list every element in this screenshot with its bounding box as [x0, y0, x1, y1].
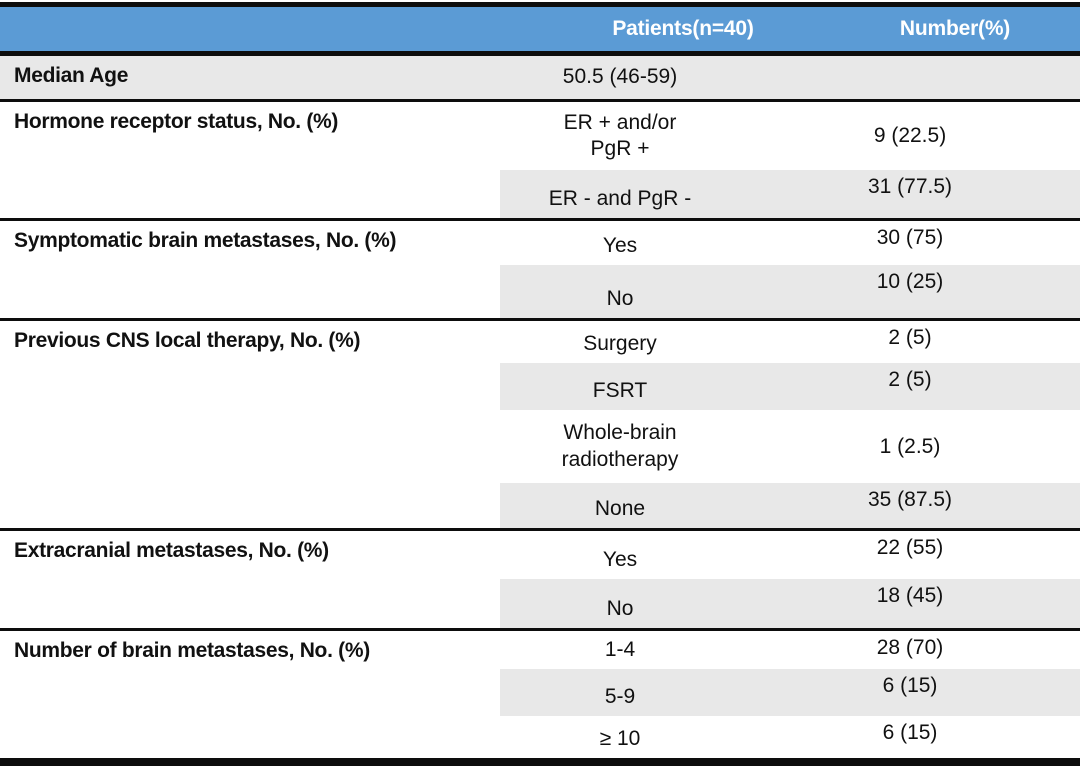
value-cell: None	[594, 496, 646, 520]
table-top-border	[0, 2, 1080, 7]
value-cell: No	[606, 596, 634, 620]
number-cell: 2 (5)	[888, 368, 932, 391]
table-row: Surgery 2 (5)	[500, 321, 1080, 363]
category-label: Previous CNS local therapy, No. (%)	[14, 329, 361, 352]
value-cell: Surgery	[583, 331, 657, 355]
section-rows: Surgery 2 (5) FSRT 2 (5) Whole-brain rad…	[500, 321, 1080, 528]
table-row: ≥ 10 6 (15)	[500, 716, 1080, 758]
table-row: 5-9 6 (15)	[500, 669, 1080, 716]
table-row: ER - and PgR - 31 (77.5)	[500, 170, 1080, 218]
category-label: Number of brain metastases, No. (%)	[14, 639, 370, 662]
section-rows: 1-4 28 (70) 5-9 6 (15) ≥ 10 6 (15)	[500, 631, 1080, 758]
table-row: Whole-brain radiotherapy 1 (2.5)	[500, 410, 1080, 483]
category-cell: Extracranial metastases, No. (%)	[0, 531, 500, 628]
value-cell: 50.5 (46-59)	[562, 65, 678, 89]
value-cell: FSRT	[592, 378, 648, 402]
section-hormone-receptor: Hormone receptor status, No. (%) ER + an…	[0, 102, 1080, 221]
table-header-row: Patients(n=40) Number(%)	[0, 7, 1080, 51]
number-cell: 18 (45)	[876, 584, 944, 607]
section-extracranial-metastases: Extracranial metastases, No. (%) Yes 22 …	[0, 531, 1080, 631]
top-margin	[0, 0, 1080, 2]
value-cell: Whole-brain radiotherapy	[561, 421, 679, 471]
number-cell: 9 (22.5)	[873, 124, 947, 147]
header-bottom-border	[0, 51, 1080, 56]
value-cell: 1-4	[604, 637, 636, 661]
value-cell: Yes	[602, 547, 638, 571]
number-cell: 31 (77.5)	[867, 175, 953, 198]
number-cell	[740, 56, 1080, 99]
table-row: No 18 (45)	[500, 579, 1080, 628]
number-cell: 35 (87.5)	[867, 488, 953, 511]
column-header-number: Number(%)	[899, 17, 1011, 40]
section-previous-cns-therapy: Previous CNS local therapy, No. (%) Surg…	[0, 321, 1080, 531]
section-rows: Yes 22 (55) No 18 (45)	[500, 531, 1080, 628]
number-cell: 1 (2.5)	[879, 434, 941, 458]
category-label: Symptomatic brain metastases, No. (%)	[14, 229, 397, 252]
section-rows: ER + and/or PgR + 9 (22.5) ER - and PgR …	[500, 102, 1080, 218]
number-cell: 30 (75)	[876, 226, 944, 249]
category-label: Hormone receptor status, No. (%)	[14, 110, 339, 133]
table-row: Yes 30 (75)	[500, 221, 1080, 265]
value-cell: Yes	[602, 233, 638, 257]
number-cell: 6 (15)	[882, 721, 938, 744]
category-label: Median Age	[14, 64, 129, 87]
value-cell: ER + and/or PgR +	[563, 110, 677, 160]
category-cell: Median Age	[0, 56, 500, 99]
column-header-patients: Patients(n=40)	[612, 17, 754, 40]
section-median-age: Median Age 50.5 (46-59)	[0, 56, 1080, 102]
number-cell: 22 (55)	[876, 536, 944, 559]
table-row: FSRT 2 (5)	[500, 363, 1080, 410]
category-cell: Symptomatic brain metastases, No. (%)	[0, 221, 500, 318]
number-cell: 6 (15)	[882, 674, 938, 697]
category-cell: Hormone receptor status, No. (%)	[0, 102, 500, 218]
table-row: None 35 (87.5)	[500, 483, 1080, 528]
table-row: No 10 (25)	[500, 265, 1080, 318]
number-cell: 28 (70)	[876, 636, 944, 659]
section-rows: 50.5 (46-59)	[500, 56, 1080, 99]
number-cell: 10 (25)	[876, 270, 944, 293]
table-row: Yes 22 (55)	[500, 531, 1080, 579]
table-row: 50.5 (46-59)	[500, 56, 1080, 99]
number-cell: 2 (5)	[888, 326, 932, 349]
category-cell: Number of brain metastases, No. (%)	[0, 631, 500, 758]
value-cell: ER - and PgR -	[548, 186, 692, 210]
value-cell: ≥ 10	[599, 726, 641, 750]
table-row: 1-4 28 (70)	[500, 631, 1080, 669]
section-number-of-brain-metastases: Number of brain metastases, No. (%) 1-4 …	[0, 631, 1080, 766]
table-row: ER + and/or PgR + 9 (22.5)	[500, 102, 1080, 170]
section-rows: Yes 30 (75) No 10 (25)	[500, 221, 1080, 318]
category-label: Extracranial metastases, No. (%)	[14, 539, 329, 562]
section-symptomatic-brain-metastases: Symptomatic brain metastases, No. (%) Ye…	[0, 221, 1080, 321]
category-cell: Previous CNS local therapy, No. (%)	[0, 321, 500, 528]
value-cell: No	[606, 286, 634, 310]
value-cell: 5-9	[604, 684, 636, 708]
